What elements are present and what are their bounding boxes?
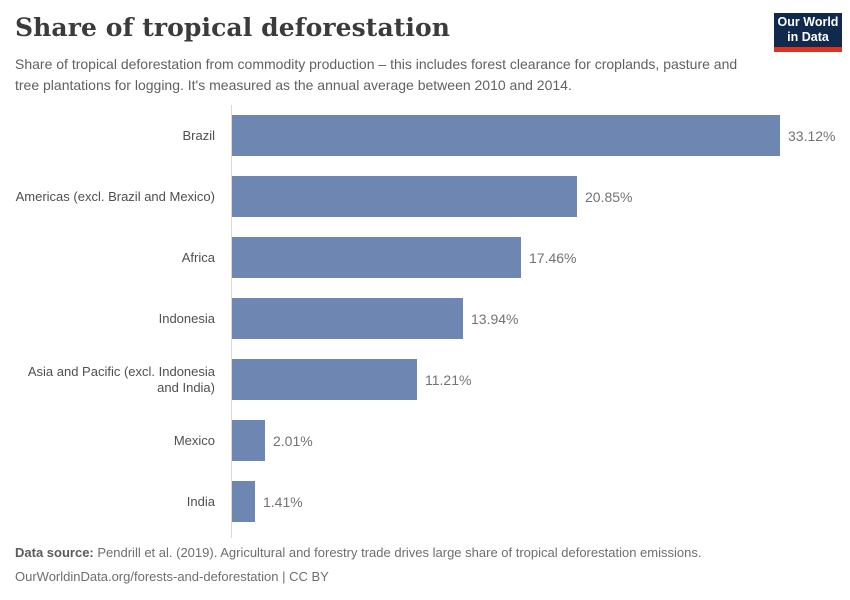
source-text: Pendrill et al. (2019). Agricultural and…: [93, 545, 702, 560]
bar-area: 17.46%: [232, 237, 835, 278]
chart-row: Indonesia 13.94%: [15, 288, 835, 349]
value-label: 11.21%: [425, 371, 472, 388]
chart-row: Africa 17.46%: [15, 227, 835, 288]
chart-row: Americas (excl. Brazil and Mexico) 20.85%: [15, 166, 835, 227]
category-label: India: [186, 493, 215, 509]
owid-logo: Our World in Data: [774, 13, 842, 52]
value-label: 13.94%: [471, 310, 519, 327]
value-label: 1.41%: [263, 493, 303, 510]
category-label: Asia and Pacific (excl. Indonesia and In…: [27, 363, 215, 395]
category-label: Indonesia: [158, 310, 215, 326]
category-label: Africa: [181, 249, 215, 265]
bar-chart: Brazil 33.12% Americas (excl. Brazil and M…: [15, 105, 835, 538]
bar[interactable]: [232, 176, 577, 217]
bar-area: 1.41%: [232, 481, 835, 522]
bar[interactable]: [232, 359, 417, 400]
footer-link-line: OurWorldinData.org/forests-and-deforesta…: [15, 569, 329, 584]
value-label: 2.01%: [273, 432, 313, 449]
owid-logo-line2: in Data: [787, 30, 829, 44]
chart-row: Brazil 33.12%: [15, 105, 835, 166]
chart-subtitle: Share of tropical deforestation from com…: [15, 56, 738, 93]
value-label: 33.12%: [788, 127, 836, 144]
footer-source-line: Data source: Pendrill et al. (2019). Agr…: [15, 541, 795, 565]
bar-area: 33.12%: [232, 115, 835, 156]
chart-rows: Brazil 33.12% Americas (excl. Brazil and M…: [15, 105, 835, 532]
bar[interactable]: [232, 115, 780, 156]
category-label: Americas (excl. Brazil and Mexico): [15, 188, 215, 204]
owid-logo-line1: Our World: [777, 15, 839, 29]
bar-area: 2.01%: [232, 420, 835, 461]
value-label: 17.46%: [529, 249, 577, 266]
bar[interactable]: [232, 481, 255, 522]
page-title: Share of tropical deforestation: [15, 13, 451, 42]
value-label: 20.85%: [585, 188, 633, 205]
source-label: Data source:: [15, 545, 94, 560]
y-axis-line: [231, 105, 232, 538]
bar-area: 20.85%: [232, 176, 835, 217]
chart-row: Mexico 2.01%: [15, 410, 835, 471]
bar-area: 13.94%: [232, 298, 835, 339]
chart-row: India 1.41%: [15, 471, 835, 532]
chart-row: Asia and Pacific (excl. Indonesia and In…: [15, 349, 835, 410]
category-label: Brazil: [182, 127, 215, 143]
bar[interactable]: [232, 420, 265, 461]
bar-area: 11.21%: [232, 359, 835, 400]
bar[interactable]: [232, 298, 463, 339]
chart-footer: Data source: Pendrill et al. (2019). Agr…: [15, 541, 795, 589]
bar[interactable]: [232, 237, 521, 278]
category-label: Mexico: [173, 432, 215, 448]
